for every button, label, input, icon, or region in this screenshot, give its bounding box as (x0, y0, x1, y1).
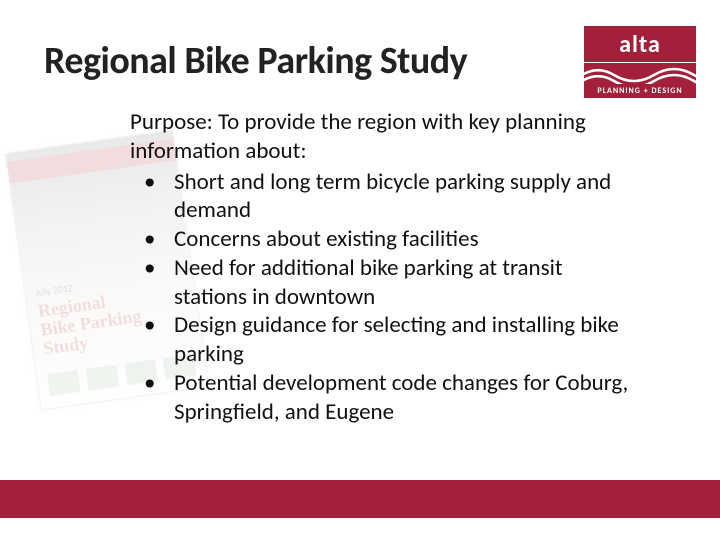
logo-wave-icon (584, 62, 696, 84)
bullet-list: • Short and long term bicycle parking sup… (130, 168, 640, 427)
page-title: Regional Bike Parking Study (44, 38, 467, 84)
list-item: • Need for additional bike parking at tra… (130, 254, 640, 312)
bullet-text: Need for additional bike parking at tran… (174, 254, 563, 311)
list-item: • Potential development code changes for … (130, 369, 640, 427)
bullet-icon: • (144, 168, 155, 197)
bullet-text: Potential development code changes for C… (174, 369, 628, 426)
slide: July 2012 Regional Bike Parking Study Re… (0, 0, 720, 540)
logo-brand-row: alta (584, 26, 696, 62)
bottom-accent-bar (0, 480, 720, 518)
list-item: • Short and long term bicycle parking sup… (130, 168, 640, 226)
logo-wave-row (584, 62, 696, 84)
bullet-text: Design guidance for selecting and instal… (174, 311, 619, 368)
bullet-icon: • (144, 369, 155, 398)
bullet-icon: • (144, 254, 155, 283)
bullet-icon: • (144, 225, 155, 254)
purpose-intro: Purpose: To provide the region with key … (130, 108, 640, 166)
bullet-icon: • (144, 311, 155, 340)
alta-logo: alta PLANNING + DESIGN (584, 26, 696, 94)
logo-brand-text: alta (619, 30, 661, 59)
content-block: Purpose: To provide the region with key … (130, 108, 640, 426)
list-item: • Design guidance for selecting and insta… (130, 311, 640, 369)
logo-tagline: PLANNING + DESIGN (584, 84, 696, 98)
bullet-text: Short and long term bicycle parking supp… (174, 168, 611, 225)
list-item: • Concerns about existing facilities (130, 225, 640, 254)
thumb-title: Regional Bike Parking Study (37, 288, 145, 358)
bullet-text: Concerns about existing facilities (174, 225, 479, 253)
